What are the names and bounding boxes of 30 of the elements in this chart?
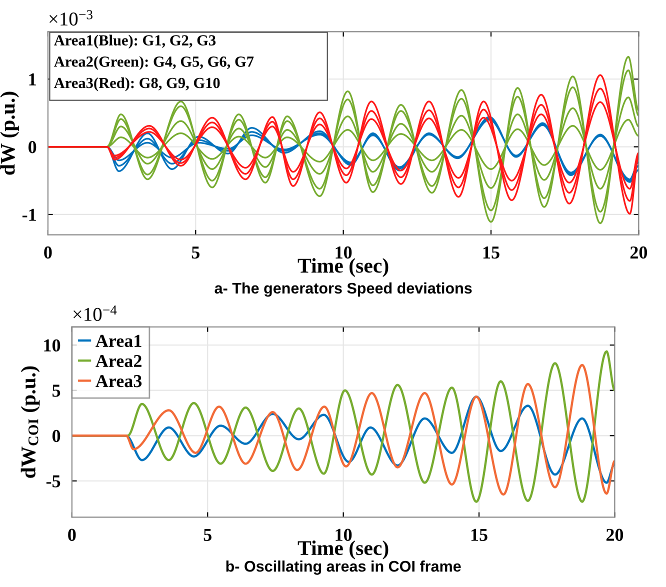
x-tick-label: 20	[630, 246, 648, 259]
legend-label: Area2	[96, 354, 142, 368]
text: a- The generators Speed deviations	[214, 282, 472, 297]
y-tick-label: 10	[44, 339, 60, 352]
y-tick-label: 0	[52, 430, 60, 442]
x-axis-title: Time (sec)	[298, 258, 388, 278]
y-tick-label: 0	[28, 141, 36, 154]
x-tick-label: 20	[606, 528, 624, 541]
y-axis-title: dW$_{COI}$ (p.u.)	[20, 366, 40, 478]
text: b- Oscillating areas in COI frame	[226, 560, 461, 575]
y-tick-label: 5	[52, 384, 60, 397]
annotation: Area3(Red): G8, G9, G10	[54, 77, 220, 92]
y-tick-label: -5	[46, 475, 60, 488]
annotation: Area1(Blue): G1, G2, G3	[54, 34, 216, 49]
text: ×10$^{−4}$	[73, 306, 117, 321]
y-axis-title: dW (p.u.)	[0, 92, 20, 175]
text: ×10$^{−3}$	[49, 10, 92, 26]
x-tick-label: 15	[483, 246, 500, 259]
x-tick-label: 0	[68, 528, 76, 541]
x-tick-label: 10	[336, 246, 352, 259]
y-tick-label: -1	[22, 208, 36, 221]
legend-label: Area3	[96, 375, 142, 388]
annotation: Area2(Green): G4, G5, G6, G7	[54, 56, 254, 70]
x-tick-label: 5	[192, 246, 200, 259]
x-tick-label: 15	[471, 528, 488, 541]
x-tick-label: 5	[204, 528, 212, 541]
x-axis-title: Time (sec)	[298, 540, 388, 560]
x-tick-label: 10	[336, 528, 352, 541]
legend-label: Area1	[96, 334, 142, 347]
y-tick-label: 1	[29, 73, 36, 86]
